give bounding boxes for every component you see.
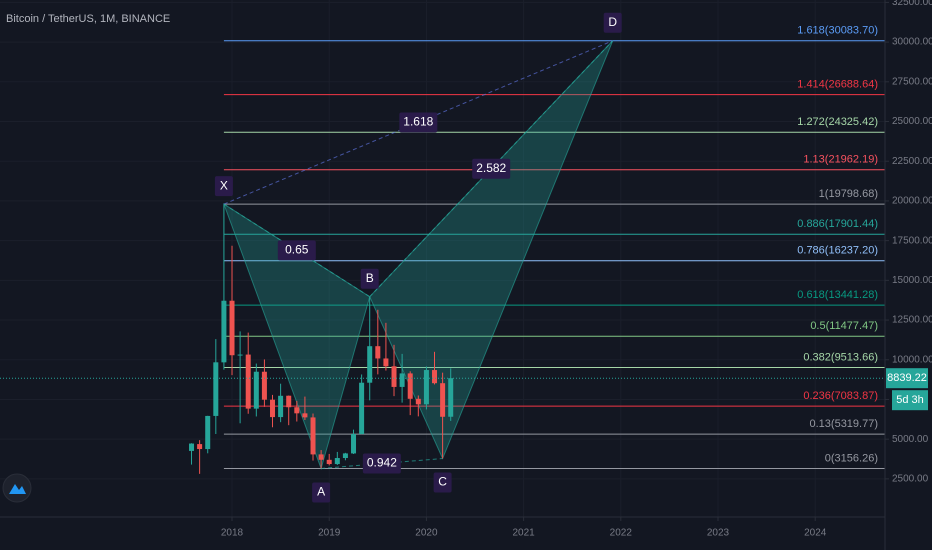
y-tick-label: 2500.00 xyxy=(892,474,929,485)
pattern-point-label: C xyxy=(438,475,447,489)
ratio-label: 1.618 xyxy=(403,115,433,129)
ratio-box xyxy=(399,112,438,133)
fib-label: 0.886(17901.44) xyxy=(797,218,878,230)
y-tick-label: 22500.00 xyxy=(892,156,932,167)
candle-body xyxy=(326,459,332,465)
x-tick-label: 2021 xyxy=(512,528,535,539)
candle-body xyxy=(286,395,292,408)
x-tick-label: 2019 xyxy=(318,528,341,539)
ratio-box xyxy=(472,158,511,179)
pattern-point-label: B xyxy=(366,271,374,285)
candle-body xyxy=(245,354,251,409)
ratio-box xyxy=(277,240,316,261)
candle-body xyxy=(407,373,413,399)
candle-body xyxy=(294,407,300,414)
candle-body xyxy=(237,354,243,356)
candle-body xyxy=(197,444,203,450)
fib-label: 1(19798.68) xyxy=(819,188,878,200)
candle-body xyxy=(375,346,381,359)
ratio-box xyxy=(362,453,401,474)
fib-label: 0.236(7083.87) xyxy=(803,390,878,402)
candle-body xyxy=(318,454,324,460)
countdown-label: 5d 3h xyxy=(896,394,924,406)
candle-body xyxy=(229,300,235,356)
x-tick-label: 2018 xyxy=(221,528,244,539)
pattern-point-box xyxy=(360,268,379,289)
pattern-point-label: A xyxy=(317,485,325,499)
candle-body xyxy=(205,415,211,450)
candle-body xyxy=(415,398,421,405)
countdown-box xyxy=(892,390,928,411)
candle-body xyxy=(302,413,308,418)
candle-body xyxy=(334,458,340,465)
candle-body xyxy=(440,383,446,417)
pattern-point-box xyxy=(312,482,331,503)
fib-label: 0.13(5319.77) xyxy=(810,418,879,430)
y-tick-label: 20000.00 xyxy=(892,196,932,207)
x-tick-label: 2024 xyxy=(804,528,827,539)
candle-body xyxy=(423,370,429,405)
y-tick-label: 10000.00 xyxy=(892,354,932,365)
candle-body xyxy=(351,434,357,454)
fib-label: 0(3156.26) xyxy=(825,452,878,464)
fib-label: 1.272(24325.42) xyxy=(797,116,878,128)
candle-body xyxy=(359,382,365,435)
ratio-label: 2.582 xyxy=(476,161,506,175)
y-tick-label: 12500.00 xyxy=(892,315,932,326)
grid xyxy=(0,0,885,517)
candle-body xyxy=(253,371,259,409)
candle-body xyxy=(278,395,284,418)
candle-body xyxy=(391,366,397,387)
fib-label: 0.618(13441.28) xyxy=(797,289,878,301)
x-tick-label: 2020 xyxy=(415,528,438,539)
x-tick-label: 2022 xyxy=(610,528,633,539)
y-tick-label: 15000.00 xyxy=(892,275,932,286)
fib-label: 0.5(11477.47) xyxy=(810,320,878,332)
candle-body xyxy=(189,443,195,451)
candle-body xyxy=(448,378,454,417)
last-price-box xyxy=(886,368,928,389)
candle-body xyxy=(261,371,267,400)
y-tick-label: 17500.00 xyxy=(892,235,932,246)
candle-body xyxy=(310,417,316,455)
y-tick-label: 25000.00 xyxy=(892,116,932,127)
candle-body xyxy=(342,453,348,459)
fib-label: 1.13(21962.19) xyxy=(803,154,878,166)
pattern-point-box xyxy=(603,12,622,33)
pattern-leg xyxy=(321,458,443,469)
logo[interactable] xyxy=(2,473,32,503)
y-tick-label: 32500.00 xyxy=(892,0,932,8)
y-tick-label: 30000.00 xyxy=(892,37,932,48)
plot-area: 1.618(30083.70) 1.414(26688.64) 1.272(2432… xyxy=(0,12,885,503)
fib-label: 0.382(9513.66) xyxy=(803,351,878,363)
symbol-title: Bitcoin / TetherUS, 1M, BINANCE xyxy=(6,13,170,25)
fib-label: 0.786(16237.20) xyxy=(797,245,878,257)
pattern-point-box xyxy=(214,176,233,197)
fib-label: 1.618(30083.70) xyxy=(797,25,878,37)
candle-body xyxy=(213,362,219,416)
y-tick-label: 5000.00 xyxy=(892,434,929,445)
candle-body xyxy=(399,373,405,387)
candle-body xyxy=(221,300,227,363)
pattern-point-label: D xyxy=(608,15,617,29)
pattern-point-label: X xyxy=(220,178,228,192)
candle-body xyxy=(383,358,389,367)
ratio-label: 0.942 xyxy=(367,456,397,470)
y-tick-label: 27500.00 xyxy=(892,76,932,87)
ratio-label: 0.65 xyxy=(285,243,309,257)
candle-body xyxy=(367,346,373,383)
candle-body xyxy=(270,399,276,418)
pattern-point-box xyxy=(433,472,452,493)
last-price-label: 8839.22 xyxy=(887,372,927,384)
x-tick-label: 2023 xyxy=(707,528,730,539)
fib-label: 1.414(26688.64) xyxy=(797,79,878,91)
candle-body xyxy=(432,370,438,384)
